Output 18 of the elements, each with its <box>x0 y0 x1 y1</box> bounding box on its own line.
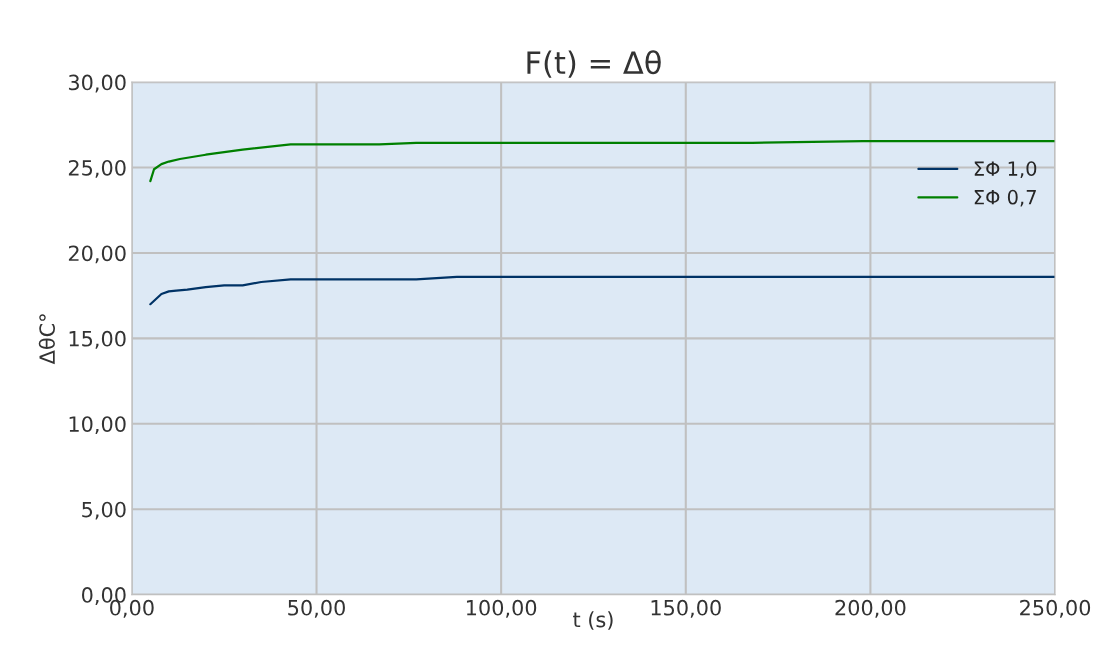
y-axis-title: ΔθC° <box>38 314 56 365</box>
y-tick-label: 25,00 <box>68 159 126 178</box>
y-tick-label: 15,00 <box>69 330 126 349</box>
y-tick-label: 20,00 <box>68 245 126 264</box>
legend-label: ΣΦ 1,0 <box>974 161 1037 178</box>
x-tick-label: 100,00 <box>466 599 537 618</box>
x-tick-label: 50,00 <box>288 599 345 618</box>
x-tick-label: 200,00 <box>835 599 906 618</box>
y-tick-label: 10,00 <box>69 416 126 435</box>
x-axis-title: t (s) <box>573 611 613 630</box>
chart-title: F(t) = Δθ <box>527 50 661 78</box>
y-tick-label: 30,00 <box>68 74 126 93</box>
x-tick-label: 250,00 <box>1020 599 1091 618</box>
line-series <box>149 139 1056 183</box>
legend-label: ΣΦ 0,7 <box>974 189 1036 207</box>
line-series <box>149 275 1056 306</box>
x-tick-label: 150,00 <box>651 599 721 618</box>
y-tick-label: 5,00 <box>82 501 126 520</box>
